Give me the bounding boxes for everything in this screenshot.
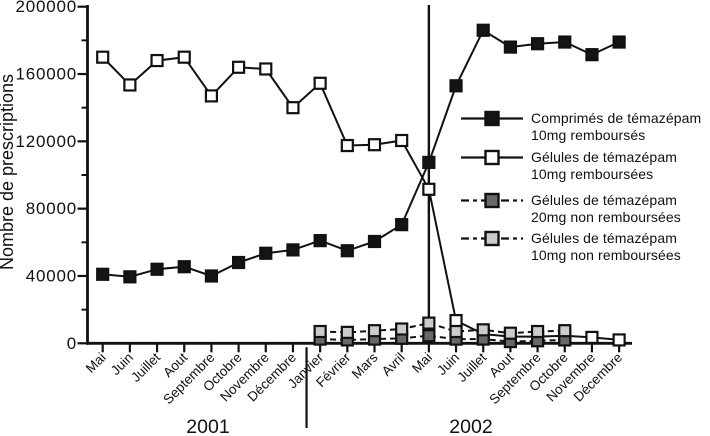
legend-item-gelules-10mg-remboursees: Gélules de témazépam 10mg remboursées <box>461 149 701 183</box>
legend-item-gelules-10mg-non-remboursees: Gélules de témazépam 10mg non remboursée… <box>461 230 701 264</box>
series-line-gelules-20mg-non-remboursees <box>320 334 565 343</box>
data-point-gelules-10mg-remboursees <box>96 50 110 64</box>
data-point-comprimes-10mg-rembourses <box>96 267 110 281</box>
data-point-comprimes-10mg-rembourses <box>286 243 300 257</box>
legend-marker-solid-black-square <box>461 110 523 127</box>
y-tick-label: 160000 <box>15 65 77 84</box>
data-point-gelules-20mg-non-remboursees <box>422 329 436 343</box>
data-point-gelules-10mg-non-remboursees <box>530 324 545 339</box>
series-line-gelules-10mg-non-remboursees <box>320 322 565 335</box>
data-point-gelules-10mg-remboursees <box>340 138 354 153</box>
data-point-comprimes-10mg-rembourses <box>313 234 327 248</box>
data-point-comprimes-10mg-rembourses <box>585 48 599 62</box>
legend-item-gelules-20mg-non-remboursees: Gélules de témazépam 20mg non remboursée… <box>461 192 701 226</box>
legend-item-comprimes-10mg-rembourses: Comprimés de témazépam 10mg remboursés <box>461 110 701 144</box>
x-tick-label: Avril <box>379 350 408 379</box>
y-tick-label: 0 <box>67 334 77 353</box>
legend-label: Gélules de témazépam 20mg non remboursée… <box>531 192 681 226</box>
data-point-gelules-10mg-remboursees <box>123 78 137 92</box>
x-tick-label: Mai <box>409 350 435 376</box>
data-point-gelules-10mg-non-remboursees <box>313 324 327 339</box>
y-tick-label: 40000 <box>26 266 77 285</box>
year-label-2001: 2001 <box>186 416 229 436</box>
data-point-comprimes-10mg-rembourses <box>422 155 436 169</box>
legend: Comprimés de témazépam 10mg remboursés G… <box>461 110 701 264</box>
legend-label-line2: 10mg remboursés <box>531 127 646 143</box>
data-point-comprimes-10mg-rembourses <box>558 35 572 49</box>
legend-label-line2: 10mg remboursées <box>531 166 654 182</box>
legend-label-line1: Gélules de témazépam <box>531 149 677 165</box>
data-point-gelules-10mg-remboursees <box>585 330 599 345</box>
data-point-comprimes-10mg-rembourses <box>503 40 517 54</box>
data-point-comprimes-10mg-rembourses <box>530 37 545 51</box>
data-point-gelules-10mg-remboursees <box>204 89 219 103</box>
data-point-gelules-10mg-remboursees <box>286 101 300 115</box>
year-label-2002: 2002 <box>449 416 492 436</box>
x-tick-label: Mars <box>349 350 381 382</box>
legend-label-line1: Comprimés de témazépam <box>531 110 702 126</box>
data-point-comprimes-10mg-rembourses <box>612 35 626 49</box>
data-point-gelules-10mg-remboursees <box>313 76 327 90</box>
data-point-comprimes-10mg-rembourses <box>123 270 137 284</box>
data-point-comprimes-10mg-rembourses <box>367 234 382 249</box>
legend-label: Gélules de témazépam 10mg remboursées <box>531 149 677 183</box>
data-point-gelules-10mg-remboursees <box>259 62 273 76</box>
y-tick-label: 80000 <box>26 199 77 218</box>
data-point-comprimes-10mg-rembourses <box>177 260 191 274</box>
data-point-gelules-10mg-remboursees <box>177 50 191 64</box>
data-point-gelules-10mg-remboursees <box>150 53 164 68</box>
data-point-comprimes-10mg-rembourses <box>259 246 273 260</box>
y-tick-label: 200000 <box>15 0 77 16</box>
x-tick-label: Juillet <box>128 350 163 385</box>
legend-marker-solid-white-square <box>461 149 523 166</box>
data-point-comprimes-10mg-rembourses <box>395 218 409 232</box>
data-point-gelules-10mg-non-remboursees <box>449 324 463 339</box>
data-point-comprimes-10mg-rembourses <box>232 255 246 270</box>
legend-label-line1: Gélules de témazépam <box>531 230 677 246</box>
data-point-gelules-10mg-non-remboursees <box>422 316 436 330</box>
legend-label: Gélules de témazépam 10mg non remboursée… <box>531 230 681 264</box>
x-tick-label: Mai <box>83 350 109 376</box>
x-tick-label: Juillet <box>454 350 489 385</box>
data-point-gelules-10mg-non-remboursees <box>476 323 490 337</box>
data-point-comprimes-10mg-rembourses <box>204 269 219 283</box>
data-point-gelules-10mg-remboursees <box>367 138 382 152</box>
legend-label-line1: Gélules de témazépam <box>531 192 677 208</box>
data-point-gelules-10mg-non-remboursees <box>367 324 382 338</box>
legend-label-line2: 20mg non remboursées <box>531 209 681 225</box>
data-point-gelules-10mg-remboursees <box>449 313 463 328</box>
y-tick-label: 120000 <box>15 132 77 151</box>
data-point-gelules-10mg-remboursees <box>232 60 246 74</box>
data-point-gelules-10mg-non-remboursees <box>503 326 517 340</box>
legend-marker-dashed-darkgray-square <box>461 192 523 209</box>
data-point-gelules-10mg-non-remboursees <box>558 324 572 338</box>
data-point-comprimes-10mg-rembourses <box>150 262 164 276</box>
data-point-gelules-10mg-non-remboursees <box>340 325 354 339</box>
data-point-gelules-10mg-non-remboursees <box>395 322 409 336</box>
data-point-gelules-10mg-remboursees <box>612 333 626 347</box>
data-point-comprimes-10mg-rembourses <box>449 79 463 93</box>
data-point-comprimes-10mg-rembourses <box>340 244 354 258</box>
legend-label-line2: 10mg non remboursées <box>531 247 681 263</box>
data-point-comprimes-10mg-rembourses <box>476 23 490 37</box>
legend-marker-dashed-lightgray-square <box>461 230 523 247</box>
legend-label: Comprimés de témazépam 10mg remboursés <box>531 110 701 144</box>
y-axis-title: Nombre de prescriptions <box>0 74 17 270</box>
data-point-gelules-10mg-remboursees <box>395 133 409 148</box>
data-point-gelules-10mg-remboursees <box>422 182 436 196</box>
